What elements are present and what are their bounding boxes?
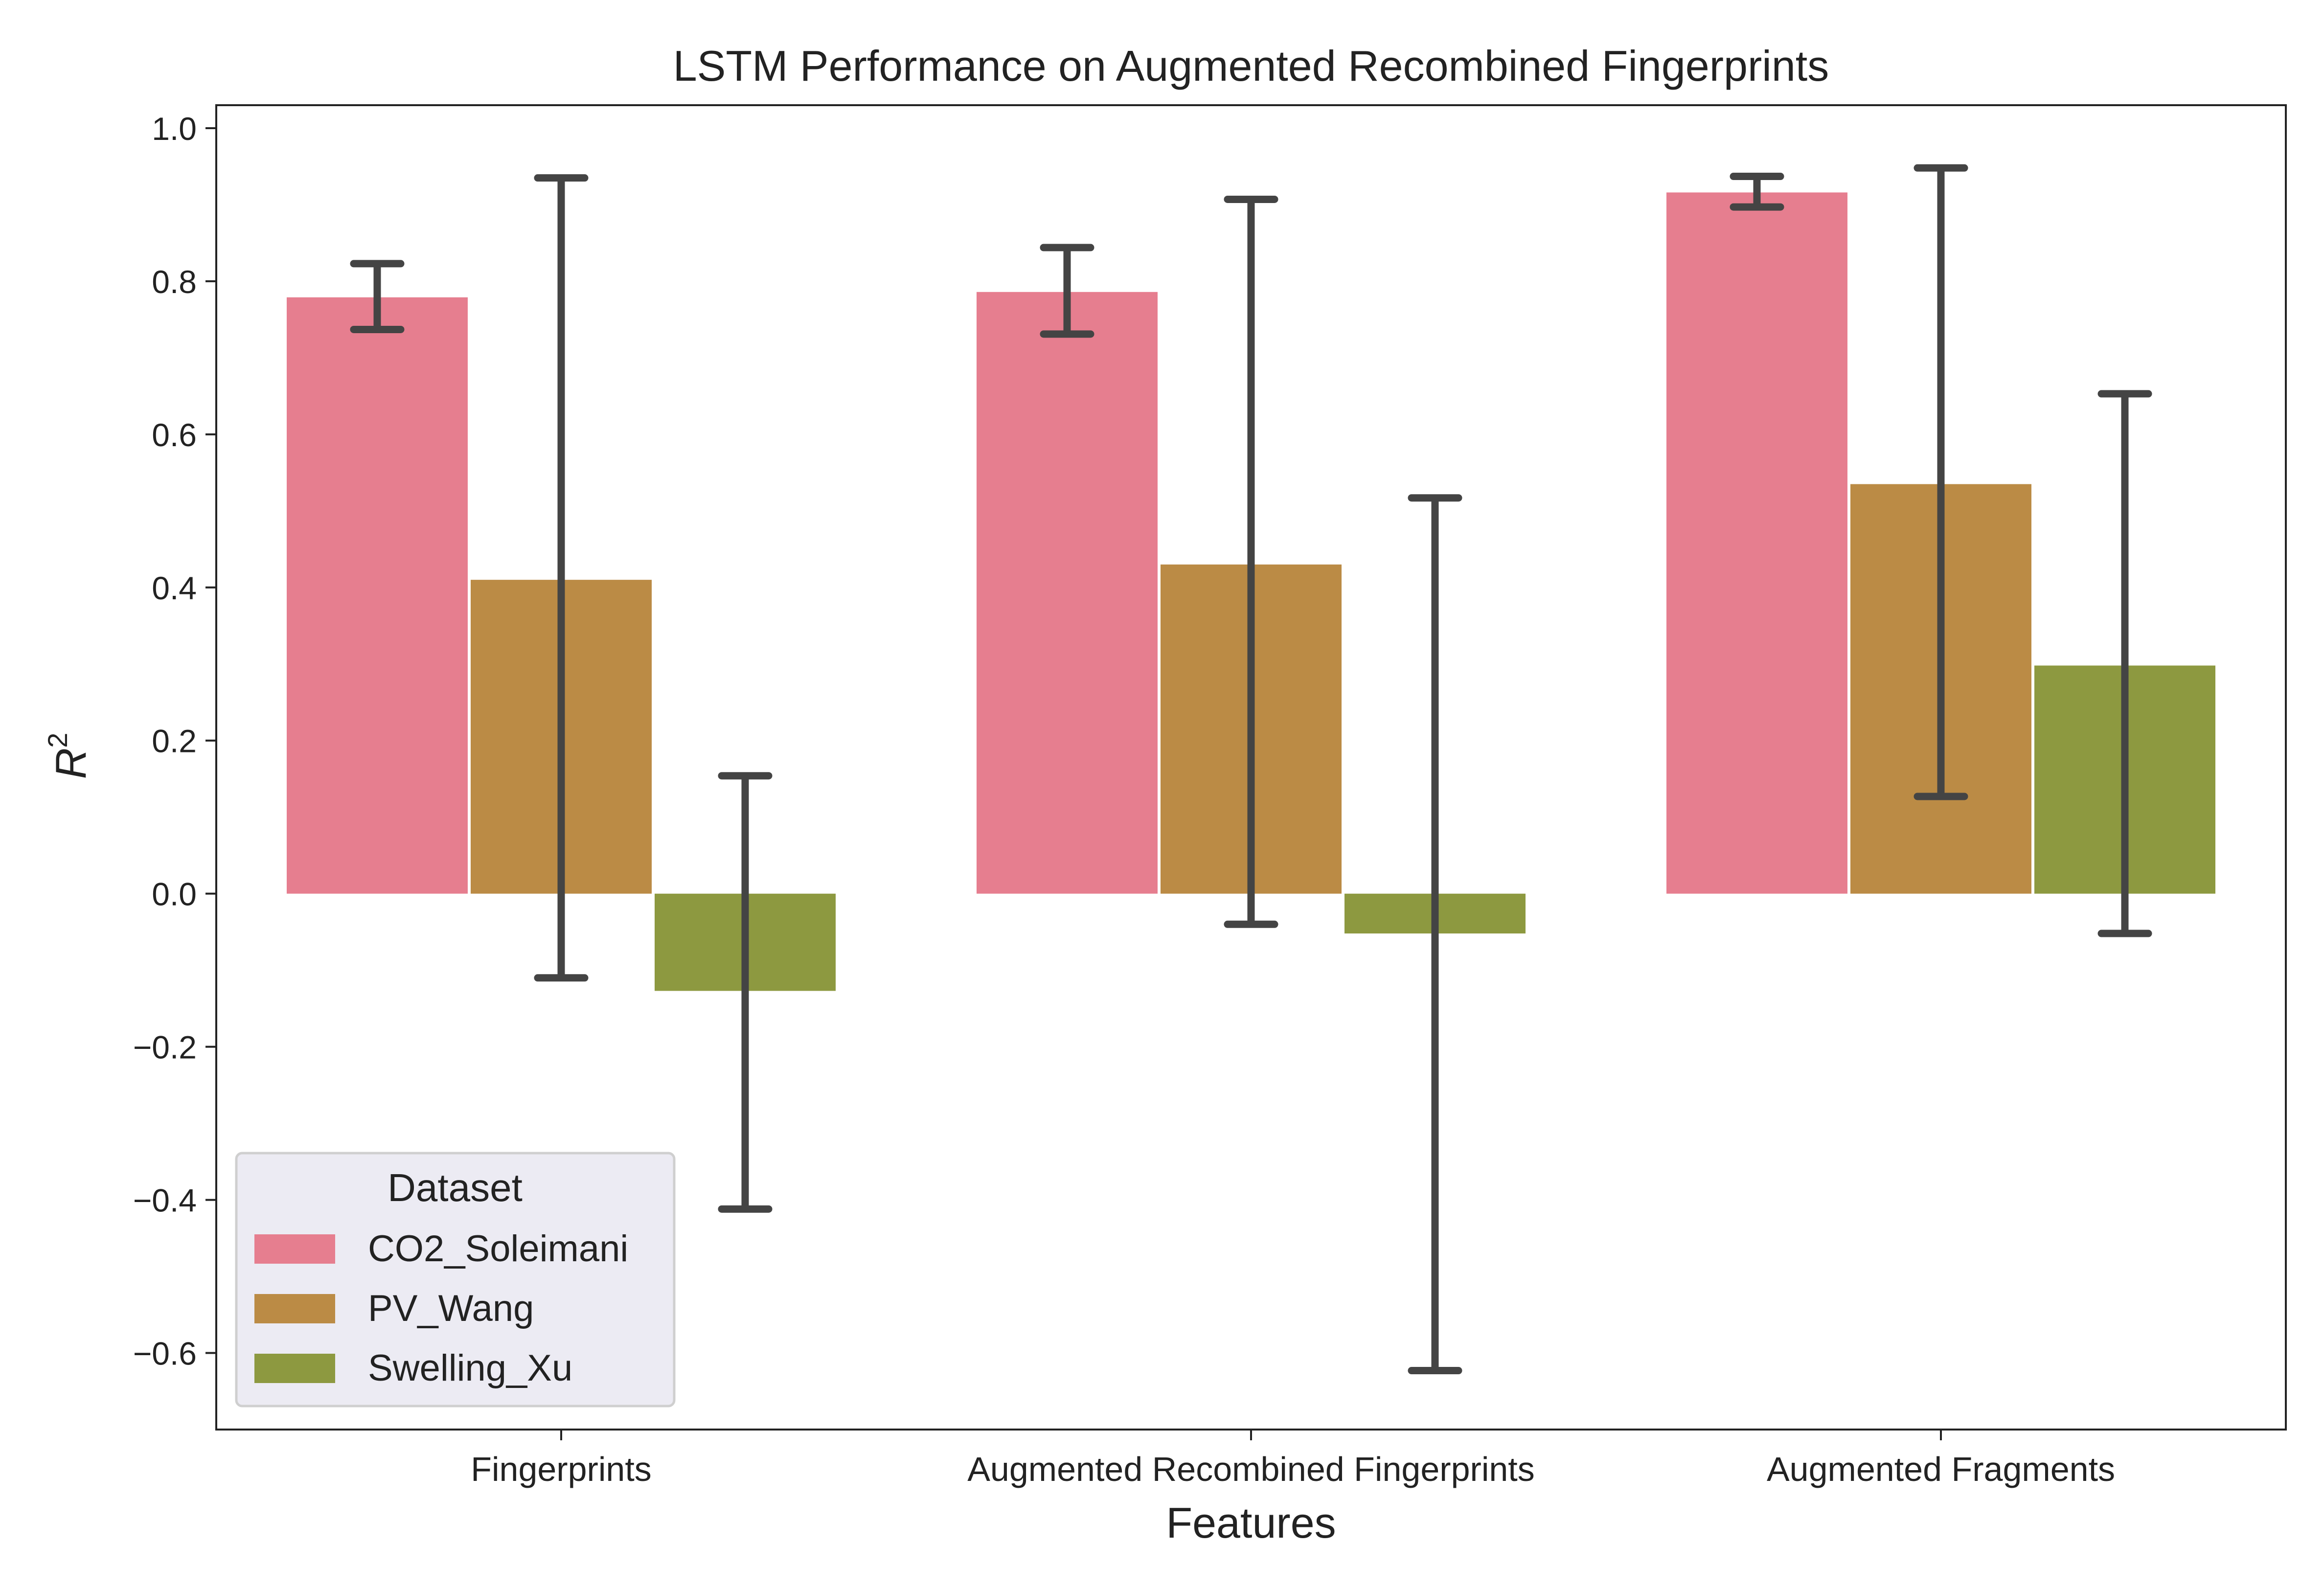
bar bbox=[287, 297, 468, 894]
y-axis: 1.0 0.8 0.6 0.4 0.2 0.0 −0.2 −0.4 −0.6 bbox=[133, 111, 216, 1372]
y-tick-label: 0.4 bbox=[152, 570, 197, 606]
y-tick-label: 0.8 bbox=[152, 264, 197, 300]
x-axis: Fingerprints Augmented Recombined Fingerp… bbox=[471, 1430, 2115, 1488]
legend-swatch bbox=[254, 1354, 335, 1383]
y-tick-label: 0.0 bbox=[152, 876, 197, 912]
y-tick-label: 1.0 bbox=[152, 111, 197, 147]
y-tick-label: −0.4 bbox=[133, 1182, 197, 1219]
legend-label: CO2_Soleimani bbox=[368, 1228, 628, 1270]
legend-swatch bbox=[254, 1294, 335, 1323]
legend-title: Dataset bbox=[387, 1166, 523, 1209]
y-tick-label: 0.2 bbox=[152, 723, 197, 759]
chart-title: LSTM Performance on Augmented Recombined… bbox=[673, 42, 1829, 90]
legend-swatch bbox=[254, 1234, 335, 1264]
y-axis-label: R2 bbox=[42, 733, 95, 779]
plot-area bbox=[215, 104, 2287, 1431]
y-axis-label-superscript: 2 bbox=[42, 733, 73, 748]
legend-entries: CO2_Soleimani PV_Wang Swelling_Xu bbox=[254, 1228, 628, 1389]
y-tick-label: −0.2 bbox=[133, 1029, 197, 1066]
y-tick-label: −0.6 bbox=[133, 1336, 197, 1372]
x-tick-label: Augmented Recombined Fingerprints bbox=[967, 1450, 1535, 1488]
x-tick-label: Fingerprints bbox=[471, 1450, 652, 1488]
legend-label: PV_Wang bbox=[368, 1288, 534, 1329]
y-tick-label: 0.6 bbox=[152, 417, 197, 453]
legend-box bbox=[235, 1152, 676, 1408]
x-axis-label: Features bbox=[1166, 1499, 1336, 1547]
y-axis-label-base: R bbox=[46, 748, 95, 779]
bar bbox=[977, 292, 1158, 894]
x-tick-label: Augmented Fragments bbox=[1767, 1450, 2115, 1488]
legend-label: Swelling_Xu bbox=[368, 1347, 572, 1389]
legend: Dataset CO2_Soleimani PV_Wang Swelling_Xu bbox=[235, 1152, 676, 1408]
bar bbox=[1666, 192, 1847, 894]
